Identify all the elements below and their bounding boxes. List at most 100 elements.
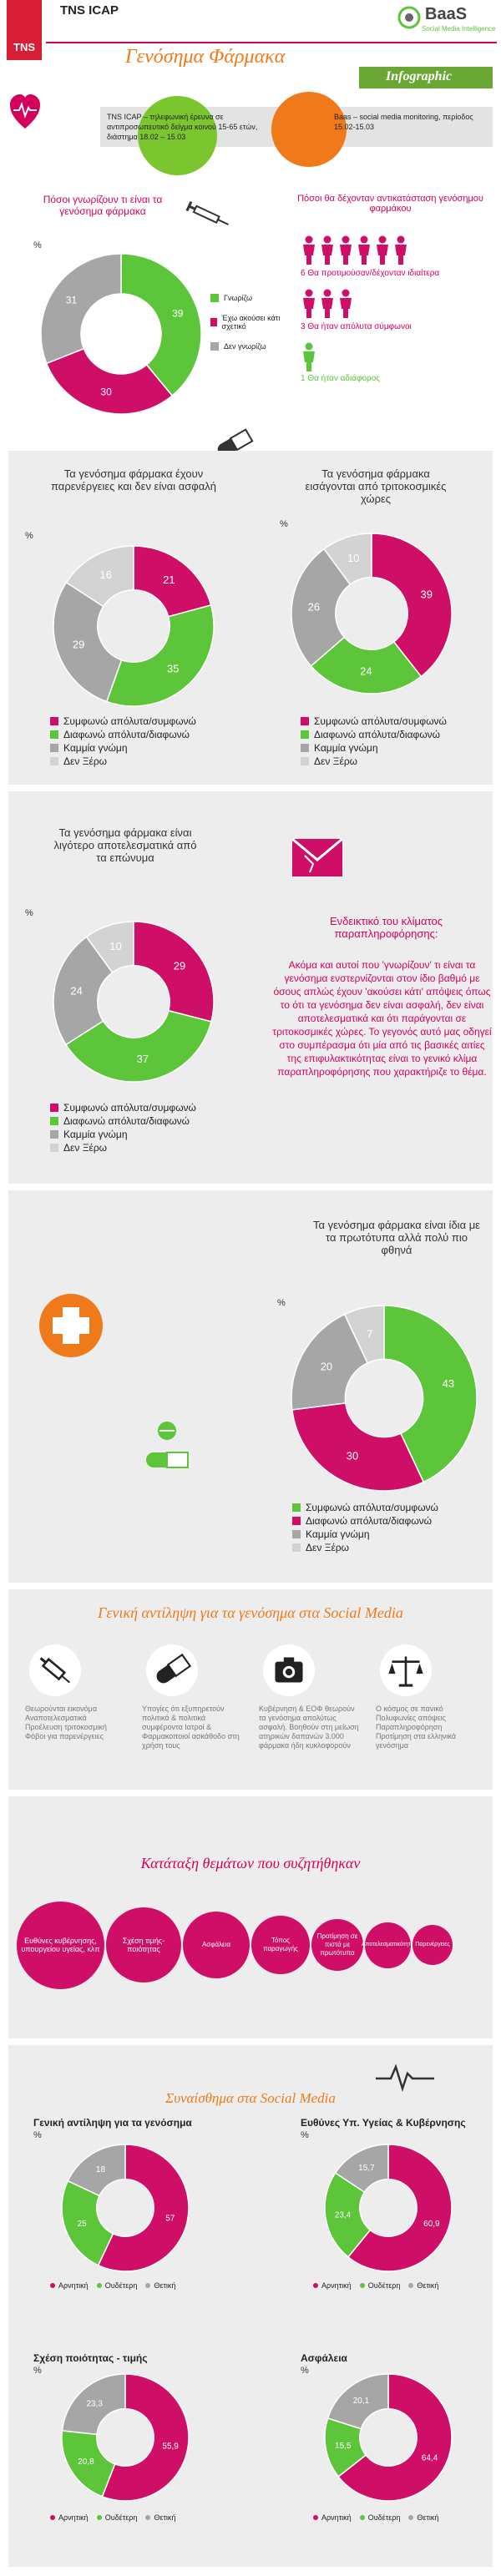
- sent-pct-0: %: [33, 2130, 42, 2140]
- pie-slice: [67, 2144, 126, 2197]
- legend-item: Αρνητική: [50, 2513, 89, 2522]
- sentiment-pie-chart-government: 60,9 23,4 15,7: [324, 2144, 453, 2272]
- legend-swatch: [50, 2515, 55, 2520]
- person-icon: [340, 289, 352, 318]
- people-row-3: [301, 289, 356, 323]
- legend-item: Διαφωνώ απόλυτα/διαφωνώ: [50, 1115, 196, 1127]
- pie-slice: [61, 2373, 126, 2436]
- pie-value-label: 43: [443, 1377, 454, 1390]
- legend-item: Συμφωνώ απόλυτα/συμφωνώ: [292, 1502, 438, 1513]
- syringe-icon: [39, 1657, 71, 1684]
- ranking-bubbles: Ευθύνες κυβέρνησης, υπουργείου υγείας, κ…: [17, 1895, 493, 2028]
- pie-value-label: 21: [163, 573, 175, 586]
- legend-item: Γνωρίζω: [210, 294, 286, 302]
- social-item: Θεωρούνται εικονόμα Αναποτελεσματικά Προ…: [25, 1644, 125, 1741]
- effective-legend: Συμφωνώ απόλυτα/συμφωνώ Διαφωνώ απόλυτα/…: [50, 1100, 196, 1155]
- legend-swatch: [50, 2283, 55, 2288]
- medical-cross-icon: [39, 1294, 103, 1357]
- pie-slice: [45, 347, 174, 415]
- legend-swatch: [359, 2283, 365, 2288]
- pie-value-label: 25: [78, 2220, 88, 2229]
- legend-item: Θετική: [408, 2281, 438, 2290]
- pie-value-label: 20,8: [78, 2457, 94, 2467]
- pie-slice: [291, 1402, 425, 1492]
- method-right-text: Baas – social media monitoring, περίοδος…: [334, 113, 473, 131]
- pie-value-label: 16: [100, 568, 112, 581]
- pie-slice: [85, 921, 134, 974]
- social-icon-circle: [146, 1644, 198, 1696]
- legend-item: Καμμία γνώμη: [292, 1528, 438, 1540]
- same-pct: %: [277, 1298, 286, 1308]
- tns-logo: TNS: [7, 0, 42, 60]
- legend-item: Δεν Ξέρω: [301, 755, 447, 767]
- pie-slice: [326, 2373, 389, 2430]
- legend-swatch: [313, 2515, 318, 2520]
- social-title: Γενική αντίληψη για τα γενόσημα στα Soci…: [98, 1604, 403, 1621]
- pie-slice: [334, 2144, 389, 2194]
- pie-value-label: 30: [347, 1449, 358, 1462]
- people-row-1: [301, 342, 319, 376]
- legend-swatch: [96, 2515, 102, 2520]
- ranking-label: Σχέση τιμής-ποιότητας: [122, 1937, 165, 1953]
- sent-title-3: Ασφάλεια: [301, 2352, 347, 2364]
- effective-pie-chart: 29 37 24 10: [53, 921, 215, 1083]
- social-items: Θεωρούνται εικονόμα Αναποτελεσματικά Προ…: [25, 1644, 476, 1786]
- misinfo-body: Ακόμα και αυτοί που 'γνωρίζουν' τι είναι…: [272, 959, 492, 1078]
- effective-pct: %: [25, 908, 33, 918]
- pie-value-label: 26: [308, 601, 320, 614]
- sent-legend-2: Αρνητική Ουδέτερη Θετική: [50, 2509, 184, 2524]
- method-circle-green: [138, 96, 217, 175]
- ranking-label: Ασφάλεια: [201, 1941, 231, 1948]
- social-item: Ο κόσμος σε πανικό Πολυφωνίες απόψεις Πα…: [376, 1644, 476, 1750]
- ranking-bubble: Τόπος παραγωγής: [251, 1916, 310, 1974]
- pie-slice: [323, 533, 372, 586]
- acceptance-line2: 3 Θα ήταν απόλυτα σύμφωνοι: [301, 322, 412, 331]
- people-row-6: [301, 235, 411, 270]
- page-title: Γενόσημα Φάρμακα: [125, 46, 286, 68]
- social-icon-circle: [263, 1644, 315, 1696]
- legend-item: Αρνητική: [313, 2281, 352, 2290]
- ranking-label: Προτίμηση σε πιστά με πρωτότυπα: [316, 1932, 358, 1957]
- effective-title: Τα γενόσημα φάρμακα είναι λιγότερο αποτε…: [53, 826, 197, 864]
- person-icon: [358, 235, 370, 265]
- legend-item: Συμφωνώ απόλυτα/συμφωνώ: [50, 1102, 196, 1114]
- ranking-label: Ευθύνες κυβέρνησης, υπουργείου υγείας, κ…: [21, 1937, 100, 1953]
- ranking-bubble: Προτίμηση σε πιστά με πρωτότυπα: [311, 1919, 363, 1971]
- balance-icon: [388, 1656, 423, 1687]
- legend-item: Ουδέτερη: [96, 2281, 137, 2290]
- pie-value-label: 23,3: [86, 2399, 103, 2408]
- pill-capsule-icon: [217, 428, 254, 457]
- pie-slice: [40, 253, 122, 365]
- social-item: Κυβέρνηση & ΕΟΦ θεωρούν τα γενόσημα απολ…: [259, 1644, 359, 1750]
- person-icon: [395, 235, 407, 265]
- pie-value-label: 30: [100, 386, 112, 398]
- legend-item: Δεν Ξέρω: [50, 755, 196, 767]
- pie-value-label: 18: [96, 2165, 106, 2174]
- sentiment-pie-chart-quality-price: 55,9 20,8 23,3: [61, 2373, 190, 2502]
- ranking-label: Αποτελεσματικότητα: [362, 1942, 414, 1947]
- pie-value-label: 39: [172, 308, 184, 320]
- legend-item: Θετική: [145, 2281, 175, 2290]
- person-icon: [303, 235, 315, 265]
- legend-swatch: [313, 2283, 318, 2288]
- pie-value-label: 20,1: [353, 2397, 370, 2406]
- baas-logo: BaaS Social Media Intelligence: [397, 3, 496, 37]
- pie-value-label: 10: [109, 940, 121, 952]
- sent-pct-3: %: [301, 2366, 309, 2376]
- legend-item: Διαφωνώ απόλυτα/διαφωνώ: [292, 1515, 438, 1527]
- header-rule: [46, 42, 497, 43]
- legend-swatch: [359, 2515, 365, 2520]
- pie-slice: [120, 253, 202, 397]
- pie-value-label: 55,9: [162, 2442, 179, 2451]
- sideeffects-pie-chart: 21 35 29 16: [53, 545, 215, 707]
- ranking-bubble: Αποτελεσματικότητα: [362, 1922, 414, 1968]
- person-icon: [321, 235, 333, 265]
- legend-swatch: [408, 2515, 414, 2520]
- pie-slice: [53, 581, 123, 703]
- sent-title-2: Σχέση ποιότητας - τιμής: [33, 2352, 148, 2364]
- legend-item: Θετική: [145, 2513, 175, 2522]
- pie-value-label: 10: [347, 552, 359, 564]
- pie-value-label: 29: [73, 639, 84, 651]
- pie-value-label: 15,5: [335, 2442, 352, 2451]
- pie-value-label: 23,4: [335, 2211, 352, 2220]
